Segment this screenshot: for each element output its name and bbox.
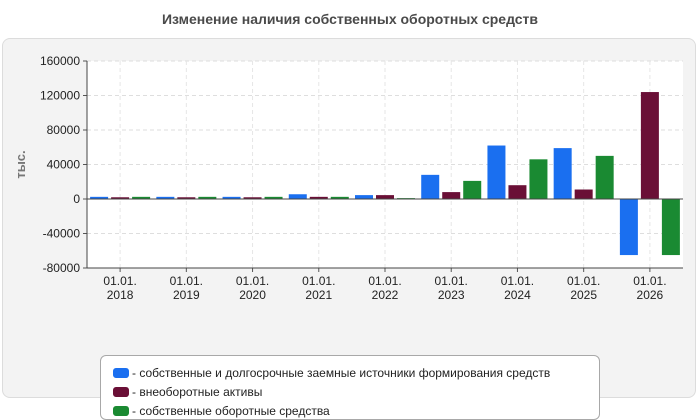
y-tick-label: 80000 bbox=[47, 123, 81, 137]
bar-series-3 bbox=[198, 196, 217, 199]
y-tick-label: 160000 bbox=[40, 54, 80, 68]
bar-series-1 bbox=[222, 196, 241, 199]
legend-item-own-and-longterm-sources: - собственные и долгосрочные заемные ист… bbox=[113, 363, 599, 382]
chart-panel: 160000 120000 80000 40000 0 -40000 -80000 01.01… bbox=[2, 38, 696, 420]
bar-series-3 bbox=[330, 196, 349, 199]
x-tick-label-line2: 2024 bbox=[504, 288, 531, 302]
x-tick-label-line1: 01.01. bbox=[236, 274, 269, 288]
bar-series-1 bbox=[619, 199, 638, 256]
bar-series-3 bbox=[264, 196, 283, 199]
chart-title: Изменение наличия собственных оборотных … bbox=[161, 11, 539, 27]
bar-series-2 bbox=[243, 197, 262, 199]
x-tick-label-line1: 01.01. bbox=[103, 274, 136, 288]
bar-series-1 bbox=[90, 196, 109, 199]
bar-series-3 bbox=[529, 159, 548, 199]
legend-label-own-working-capital: - собственные оборотные средства bbox=[132, 403, 330, 418]
y-tick-label: -80000 bbox=[43, 261, 81, 275]
y-tick-label: -40000 bbox=[43, 227, 81, 241]
x-tick-label-line1: 01.01. bbox=[501, 274, 534, 288]
bar-series-1 bbox=[355, 195, 373, 199]
x-tick-label-line2: 2022 bbox=[372, 288, 399, 302]
bar-series-1 bbox=[288, 194, 307, 199]
bar-series-2 bbox=[508, 185, 527, 199]
bar-series-2 bbox=[442, 192, 461, 199]
x-tick-label-line2: 2025 bbox=[570, 288, 597, 302]
legend-swatch-noncurrent-assets bbox=[113, 386, 129, 397]
x-tick-label-line1: 01.01. bbox=[170, 274, 203, 288]
x-tick-label-line1: 01.01. bbox=[435, 274, 468, 288]
chart-legend: - собственные и долгосрочные заемные ист… bbox=[100, 355, 600, 420]
bar-series-2 bbox=[177, 197, 196, 199]
bar-series-2 bbox=[111, 197, 130, 199]
x-tick-label-line1: 01.01. bbox=[633, 274, 666, 288]
y-tick-label: 0 bbox=[73, 192, 80, 206]
legend-item-own-working-capital: - собственные оборотные средства bbox=[113, 401, 599, 420]
x-tick-label-line2: 2018 bbox=[107, 288, 134, 302]
x-tick-label-line2: 2026 bbox=[637, 288, 664, 302]
bar-series-1 bbox=[421, 174, 440, 199]
bar-series-3 bbox=[132, 196, 151, 199]
x-tick-label-line1: 01.01. bbox=[302, 274, 335, 288]
x-tick-label-line1: 01.01. bbox=[368, 274, 401, 288]
x-tick-label-line1: 01.01. bbox=[567, 274, 600, 288]
legend-item-noncurrent-assets: - внеоборотные активы bbox=[113, 382, 599, 401]
x-tick-label-line2: 2021 bbox=[305, 288, 332, 302]
bar-series-2 bbox=[640, 92, 659, 199]
bar-series-2 bbox=[309, 196, 328, 199]
x-tick-label-line2: 2019 bbox=[173, 288, 200, 302]
bar-series-3 bbox=[595, 155, 614, 199]
legend-swatch-own-working-capital bbox=[113, 405, 129, 416]
legend-label-own-and-longterm-sources: - собственные и долгосрочные заемные ист… bbox=[132, 365, 551, 380]
chart-plot: 160000 120000 80000 40000 0 -40000 -80000 01.01… bbox=[13, 54, 683, 302]
x-tick-label-line2: 2023 bbox=[438, 288, 465, 302]
bar-series-3 bbox=[661, 199, 680, 256]
y-axis-label: тыс. bbox=[13, 150, 28, 178]
bar-series-2 bbox=[376, 195, 394, 199]
bar-series-1 bbox=[553, 148, 572, 199]
y-tick-label: 40000 bbox=[47, 158, 81, 172]
bar-series-2 bbox=[574, 189, 593, 199]
legend-label-noncurrent-assets: - внеоборотные активы bbox=[132, 384, 263, 399]
x-tick-label-line2: 2020 bbox=[239, 288, 266, 302]
bar-series-1 bbox=[487, 145, 506, 199]
bar-series-1 bbox=[156, 196, 175, 199]
y-tick-label: 120000 bbox=[40, 89, 80, 103]
legend-swatch-own-and-longterm-sources bbox=[113, 367, 129, 378]
bar-series-3 bbox=[463, 180, 482, 199]
